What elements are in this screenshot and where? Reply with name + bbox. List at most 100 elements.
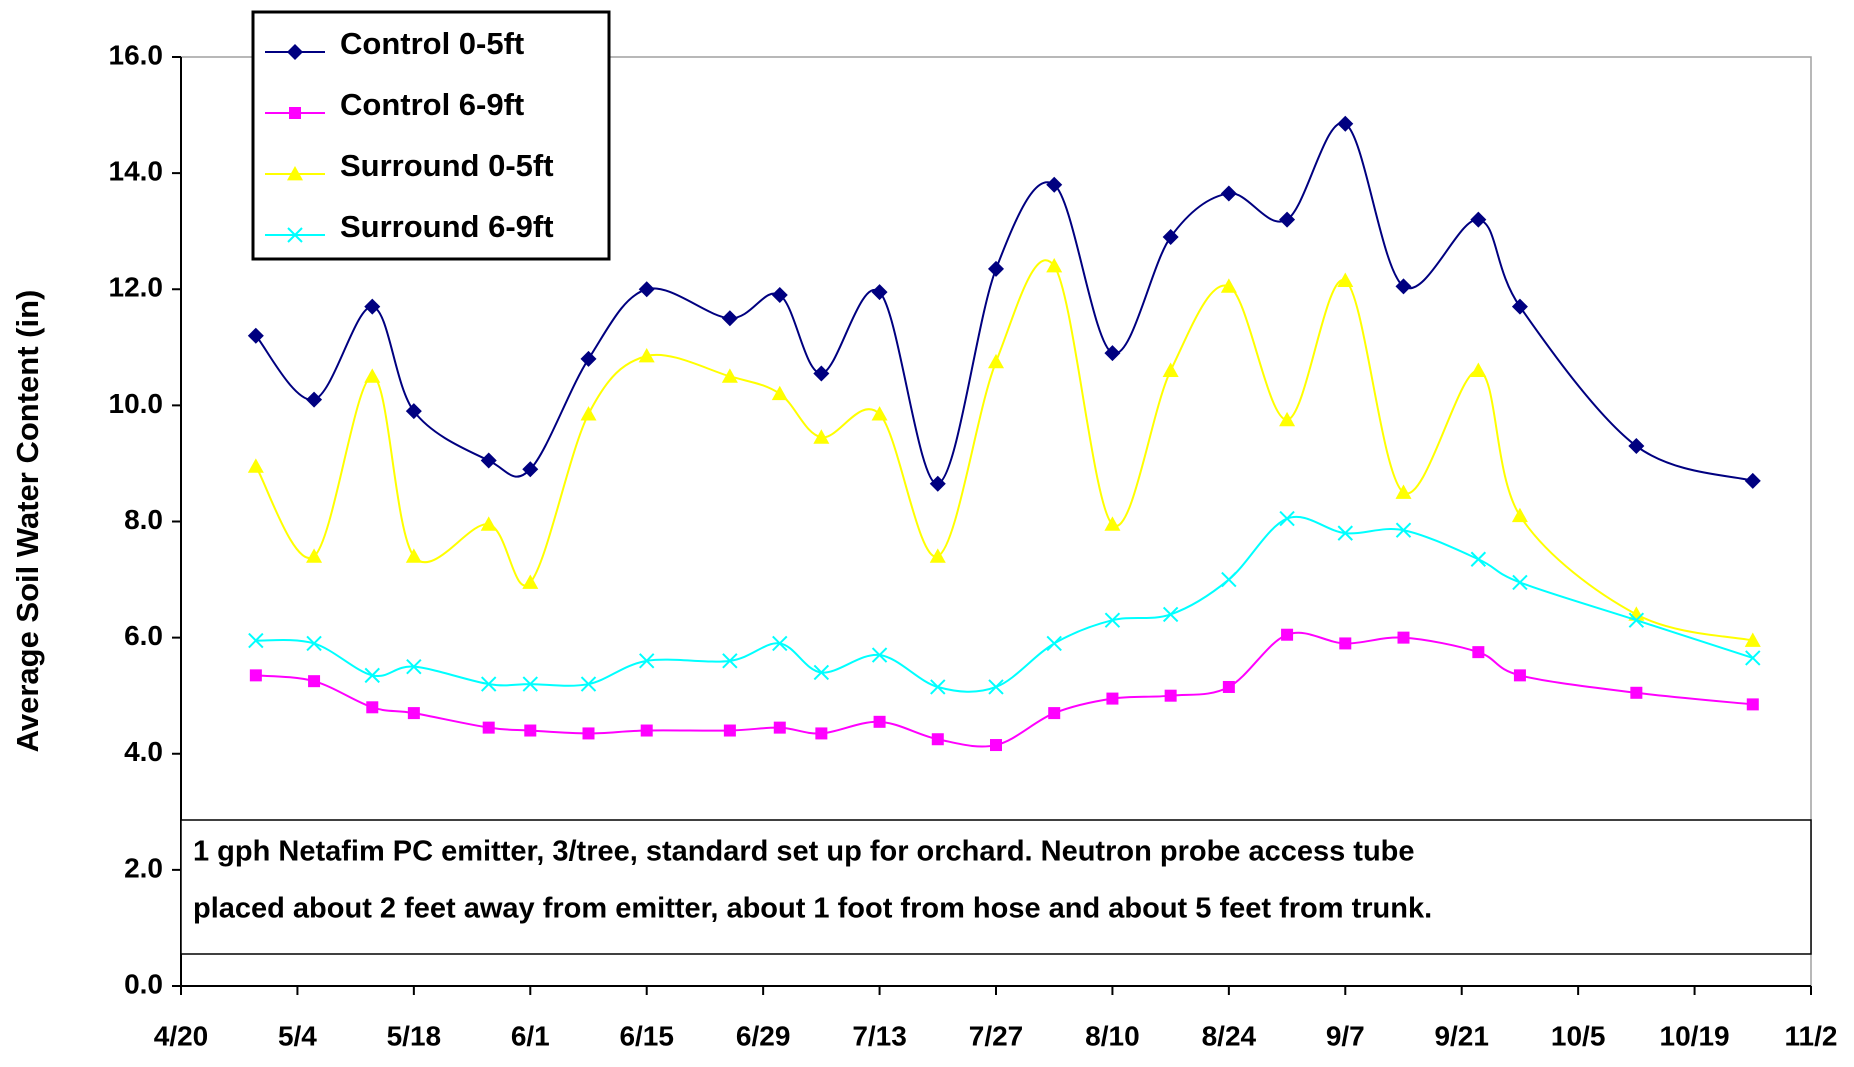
y-tick-label: 10.0	[109, 388, 164, 419]
marker	[931, 733, 944, 746]
marker	[1104, 345, 1121, 362]
marker	[247, 458, 264, 473]
marker	[772, 635, 788, 652]
x-tick-label: 11/2	[1785, 1020, 1838, 1051]
marker	[308, 675, 321, 688]
series-line	[255, 122, 1754, 485]
marker	[721, 368, 738, 383]
marker	[1395, 484, 1412, 499]
marker	[773, 721, 786, 734]
marker	[1339, 637, 1352, 650]
marker	[1628, 438, 1645, 455]
marker	[522, 461, 539, 478]
marker	[1470, 211, 1487, 228]
marker	[247, 327, 264, 344]
marker	[639, 653, 655, 669]
marker	[1630, 686, 1643, 699]
marker	[1279, 411, 1296, 427]
series-line	[255, 631, 1753, 748]
y-tick-label: 4.0	[124, 736, 163, 767]
annotation-text: 1 gph Netafim PC emitter, 3/tree, standa…	[193, 836, 1415, 868]
marker	[1512, 574, 1528, 591]
marker	[524, 724, 537, 737]
marker	[366, 701, 379, 714]
marker	[638, 281, 655, 298]
marker	[1104, 516, 1121, 531]
x-tick-label: 6/29	[736, 1020, 791, 1051]
marker	[580, 350, 597, 367]
legend-marker	[289, 107, 301, 119]
marker	[406, 658, 422, 675]
marker	[721, 310, 738, 327]
marker	[1104, 612, 1121, 628]
marker	[871, 406, 888, 421]
marker	[638, 348, 655, 363]
marker	[1220, 185, 1237, 202]
marker	[813, 365, 830, 382]
marker	[364, 368, 381, 383]
legend-box	[251, 10, 611, 261]
marker	[1745, 650, 1761, 666]
marker	[1397, 631, 1410, 644]
legend-marker	[287, 227, 303, 243]
x-tick-label: 9/7	[1326, 1020, 1365, 1051]
legend-marker	[287, 166, 303, 181]
x-tick-label: 7/27	[969, 1020, 1024, 1051]
marker	[582, 727, 595, 740]
x-tick-label: 5/4	[278, 1020, 317, 1051]
marker	[988, 353, 1004, 369]
x-tick-label: 6/1	[511, 1020, 550, 1051]
marker	[248, 632, 264, 649]
marker	[1513, 669, 1526, 682]
marker	[1281, 628, 1294, 641]
y-axis-label: Average Soil Water Content (in)	[10, 290, 45, 753]
x-tick-label: 4/20	[154, 1020, 209, 1051]
marker	[871, 647, 888, 663]
x-tick-label: 5/18	[387, 1020, 442, 1051]
marker	[249, 669, 262, 682]
marker	[771, 287, 788, 304]
marker	[1395, 278, 1412, 295]
marker	[929, 548, 946, 563]
y-tick-label: 8.0	[124, 504, 163, 535]
marker	[306, 391, 323, 408]
annotation-text: placed about 2 feet away from emitter, a…	[193, 893, 1432, 925]
marker	[1220, 278, 1237, 293]
marker	[1221, 571, 1237, 588]
marker	[405, 403, 422, 420]
marker	[1628, 612, 1645, 628]
legend-label: Control 6-9ft	[340, 87, 524, 122]
annotation-box	[180, 819, 1812, 955]
marker	[405, 548, 422, 563]
marker	[1046, 176, 1063, 193]
marker	[522, 676, 538, 692]
x-tick-label: 10/19	[1660, 1020, 1730, 1051]
marker	[1511, 298, 1528, 315]
x-tick-label: 8/10	[1085, 1020, 1140, 1051]
y-tick-label: 14.0	[109, 156, 164, 187]
marker	[1470, 362, 1487, 377]
marker	[722, 653, 738, 669]
marker	[771, 385, 788, 401]
marker	[580, 406, 597, 421]
marker	[482, 721, 495, 734]
series-line	[255, 515, 1754, 693]
legend-marker	[287, 44, 303, 60]
marker	[364, 667, 380, 684]
legend-label: Surround 6-9ft	[340, 209, 554, 244]
marker	[1744, 632, 1761, 647]
marker	[1106, 692, 1119, 705]
y-tick-label: 6.0	[124, 620, 163, 651]
marker	[1744, 472, 1761, 489]
marker	[1337, 525, 1353, 541]
marker	[815, 727, 828, 740]
marker	[306, 635, 322, 652]
marker	[1470, 551, 1487, 567]
marker	[873, 715, 886, 728]
marker	[1222, 680, 1235, 693]
y-tick-label: 2.0	[124, 852, 163, 883]
marker	[813, 429, 830, 444]
marker	[1395, 522, 1412, 538]
marker	[1046, 258, 1063, 273]
marker	[1162, 606, 1179, 623]
